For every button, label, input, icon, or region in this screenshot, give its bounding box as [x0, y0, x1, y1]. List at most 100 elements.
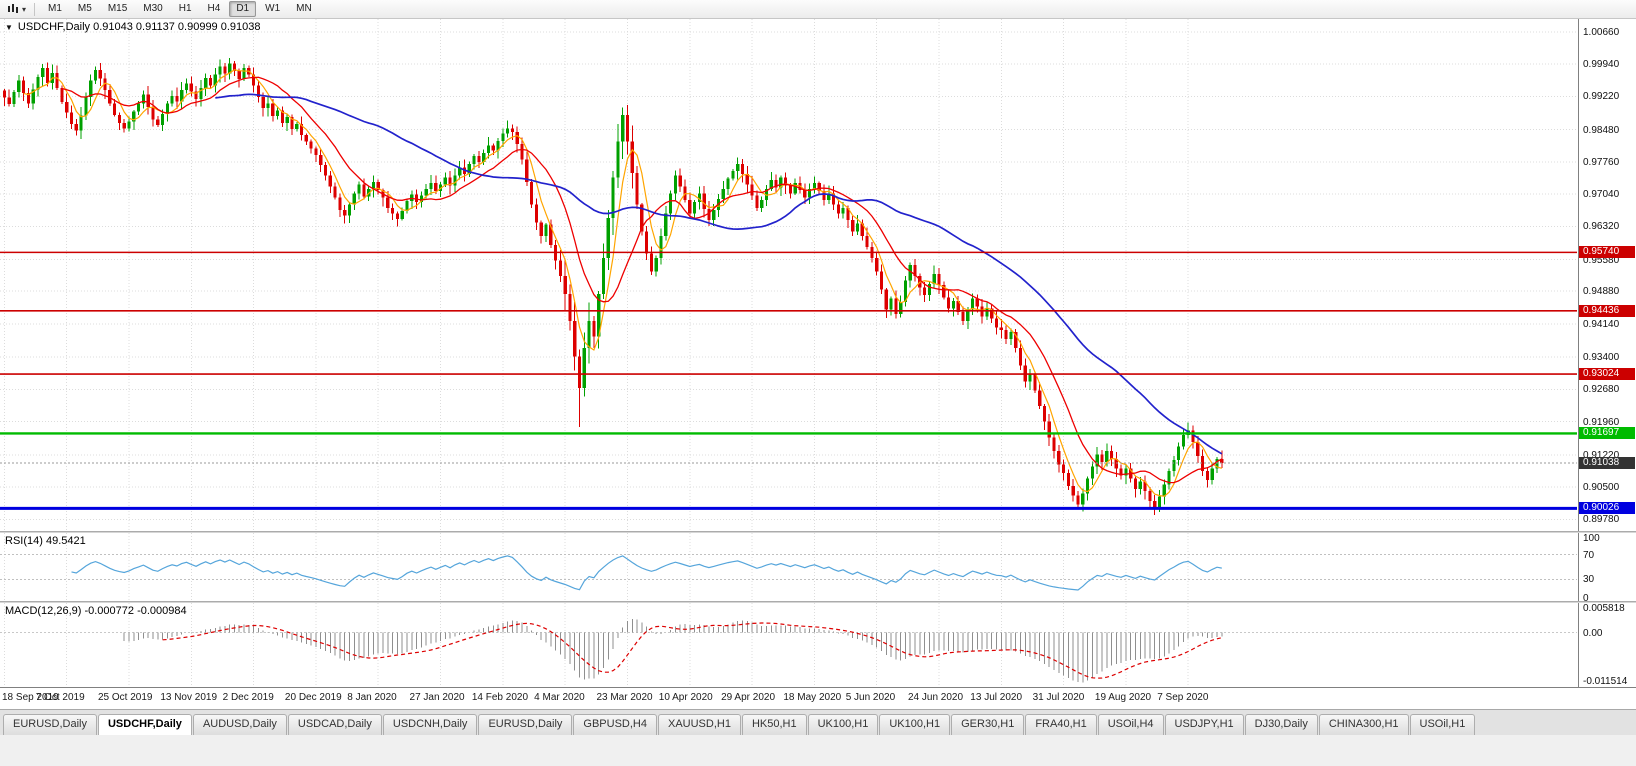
timeframe-button-W1[interactable]: W1	[265, 3, 281, 14]
chart-tab-EURUSDDaily-5[interactable]: EURUSD,Daily	[478, 714, 573, 735]
timeframe-button-M1[interactable]: M1	[48, 3, 62, 14]
pane-divider[interactable]	[0, 531, 1636, 533]
rsi-pane: RSI(14) 49.5421 100 70 30 0	[0, 533, 1636, 604]
chart-ohlc-label: ▼ USDCHF,Daily 0.91043 0.91137 0.90999 0…	[5, 21, 261, 33]
macd-pane: MACD(12,26,9) -0.000772 -0.000984 0.0058…	[0, 603, 1636, 687]
date-label: 20 Dec 2019	[284, 692, 342, 703]
chart-type-caret-icon[interactable]: ▾	[22, 4, 27, 14]
date-label: 31 Jul 2020	[1032, 692, 1085, 703]
timeframe-toolbar: ▾ M1 M5 M15 M30 H1 H4 D1 W1 MN	[0, 0, 1636, 19]
macd-chart-canvas[interactable]: MACD(12,26,9) -0.000772 -0.000984	[0, 603, 1578, 687]
chart-tab-USDCNHDaily-4[interactable]: USDCNH,Daily	[382, 714, 478, 735]
price-pane: ▼ USDCHF,Daily 0.91043 0.91137 0.90999 0…	[0, 19, 1636, 531]
date-label: 10 Apr 2020	[658, 692, 713, 703]
date-label: 7 Oct 2019	[35, 692, 85, 703]
date-label: 2 Dec 2019	[222, 692, 274, 703]
date-label: 29 Apr 2020	[721, 692, 776, 703]
date-label: 23 Mar 2020	[596, 692, 653, 703]
chart-tab-USDJPYH1-14[interactable]: USDJPY,H1	[1164, 714, 1244, 735]
macd-scale[interactable]: 0.005818 0.00 -0.011514	[1578, 603, 1636, 687]
macd-label: MACD(12,26,9) -0.000772 -0.000984	[5, 605, 187, 617]
date-label: 7 Sep 2020	[1157, 692, 1209, 703]
price-tick-label: 0.97040	[1583, 189, 1620, 201]
rsi-tick-label: 30	[1583, 574, 1595, 586]
price-tick-label: 0.94140	[1583, 319, 1620, 331]
ma-fast-line	[23, 69, 1222, 497]
date-label: 25 Oct 2019	[98, 692, 153, 703]
macd-grid	[0, 603, 1577, 687]
date-label: 18 Sep 2019	[2, 692, 59, 703]
chart-tab-EURUSDDaily-0[interactable]: EURUSD,Daily	[3, 714, 97, 735]
timeframe-button-M15[interactable]: M15	[107, 3, 128, 14]
pane-divider[interactable]	[0, 601, 1636, 603]
hline-price-badge: 0.91697	[1579, 427, 1635, 440]
timeframe-button-D1[interactable]: D1	[229, 1, 257, 17]
chart-tab-AUDUSDDaily-2[interactable]: AUDUSD,Daily	[192, 714, 287, 735]
date-label: 24 Jun 2020	[908, 692, 964, 703]
chart-tab-USDCHFDaily-1[interactable]: USDCHF,Daily	[97, 714, 192, 735]
timeframe-buttons-group: M1 M5 M15 M30 H1 H4 D1 W1 MN	[40, 1, 320, 17]
chart-tab-USOilH4-13[interactable]: USOil,H4	[1097, 714, 1164, 735]
macd-tick-label: 0.00	[1583, 627, 1603, 639]
chart-tab-HK50H1-8[interactable]: HK50,H1	[741, 714, 807, 735]
chart-tab-CHINA300H1-16[interactable]: CHINA300,H1	[1318, 714, 1409, 735]
price-tick-label: 0.99940	[1583, 59, 1620, 71]
price-tick-label: 0.97760	[1583, 156, 1620, 168]
timeframe-button-M5[interactable]: M5	[77, 3, 92, 14]
rsi-chart-canvas[interactable]: RSI(14) 49.5421	[0, 533, 1578, 601]
candles-series	[2, 58, 1224, 516]
macd-signal-line	[162, 622, 1222, 679]
grid	[0, 19, 1577, 531]
macd-tick-label: 0.005818	[1583, 603, 1625, 614]
date-label: 18 May 2020	[783, 692, 842, 703]
chart-tab-UK100H1-9[interactable]: UK100,H1	[807, 714, 879, 735]
timeframe-button-H1[interactable]: H1	[178, 3, 192, 14]
hline-price-badge: 0.90026	[1579, 502, 1635, 515]
price-tick-label: 0.94880	[1583, 285, 1620, 297]
chart-tab-USDCADDaily-3[interactable]: USDCAD,Daily	[287, 714, 382, 735]
ma-mid-line	[61, 76, 1223, 484]
chart-tab-GBPUSDH4-6[interactable]: GBPUSD,H4	[573, 714, 657, 735]
chart-tab-UK100H1-10[interactable]: UK100,H1	[879, 714, 951, 735]
chart-title-text: USDCHF,Daily 0.91043 0.91137 0.90999 0.9…	[17, 21, 261, 33]
timeframe-button-M30[interactable]: M30	[143, 3, 163, 14]
timeframe-button-MN[interactable]: MN	[296, 3, 312, 14]
date-label: 4 Mar 2020	[534, 692, 585, 703]
date-label: 13 Jul 2020	[970, 692, 1023, 703]
timeframe-button-H4[interactable]: H4	[207, 3, 221, 14]
date-label: 8 Jan 2020	[347, 692, 397, 703]
rsi-scale[interactable]: 100 70 30 0	[1578, 533, 1636, 604]
rsi-tick-label: 70	[1583, 549, 1595, 561]
ma-slow-line	[215, 93, 1223, 455]
price-tick-label: 0.91220	[1583, 449, 1620, 461]
time-axis[interactable]: 18 Sep 2019 7 Oct 2019 25 Oct 2019 13 Nov 2…	[0, 687, 1636, 709]
chart-type-icon[interactable]	[5, 2, 21, 16]
date-label: 5 Jun 2020	[845, 692, 896, 703]
chart-tab-XAUUSDH1-7[interactable]: XAUUSD,H1	[657, 714, 741, 735]
rsi-tick-label: 100	[1583, 533, 1600, 544]
rsi-line	[71, 555, 1222, 591]
price-tick-label: 1.00660	[1583, 26, 1620, 38]
rsi-label: RSI(14) 49.5421	[5, 535, 86, 547]
chart-tab-DJ30Daily-15[interactable]: DJ30,Daily	[1244, 714, 1318, 735]
price-tick-label: 0.92680	[1583, 384, 1620, 396]
price-tick-label: 0.96320	[1583, 221, 1620, 233]
window-bottom-area	[0, 735, 1636, 766]
toolbar-separator	[34, 2, 36, 16]
chart-tab-FRA40H1-12[interactable]: FRA40,H1	[1025, 714, 1097, 735]
price-tick-label: 0.89780	[1583, 514, 1620, 526]
current-price-badge: 0.91038	[1579, 457, 1635, 469]
hline-price-badge: 0.95740	[1579, 246, 1635, 259]
date-label: 14 Feb 2020	[471, 692, 529, 703]
chart-tab-GER30H1-11[interactable]: GER30,H1	[951, 714, 1025, 735]
price-tick-label: 0.93400	[1583, 352, 1620, 364]
date-label: 27 Jan 2020	[409, 692, 465, 703]
price-chart-canvas[interactable]: ▼ USDCHF,Daily 0.91043 0.91137 0.90999 0…	[0, 19, 1578, 531]
price-scale[interactable]: 1.00660 0.99940 0.99220 0.98480 0.97760 0.970…	[1578, 19, 1636, 531]
chart-tab-USOilH1-17[interactable]: USOil,H1	[1409, 714, 1476, 735]
price-tick-label: 0.98480	[1583, 124, 1620, 136]
price-tick-label: 0.99220	[1583, 91, 1620, 103]
symbol-collapse-icon[interactable]: ▼	[5, 22, 13, 32]
macd-histogram	[123, 618, 1223, 683]
